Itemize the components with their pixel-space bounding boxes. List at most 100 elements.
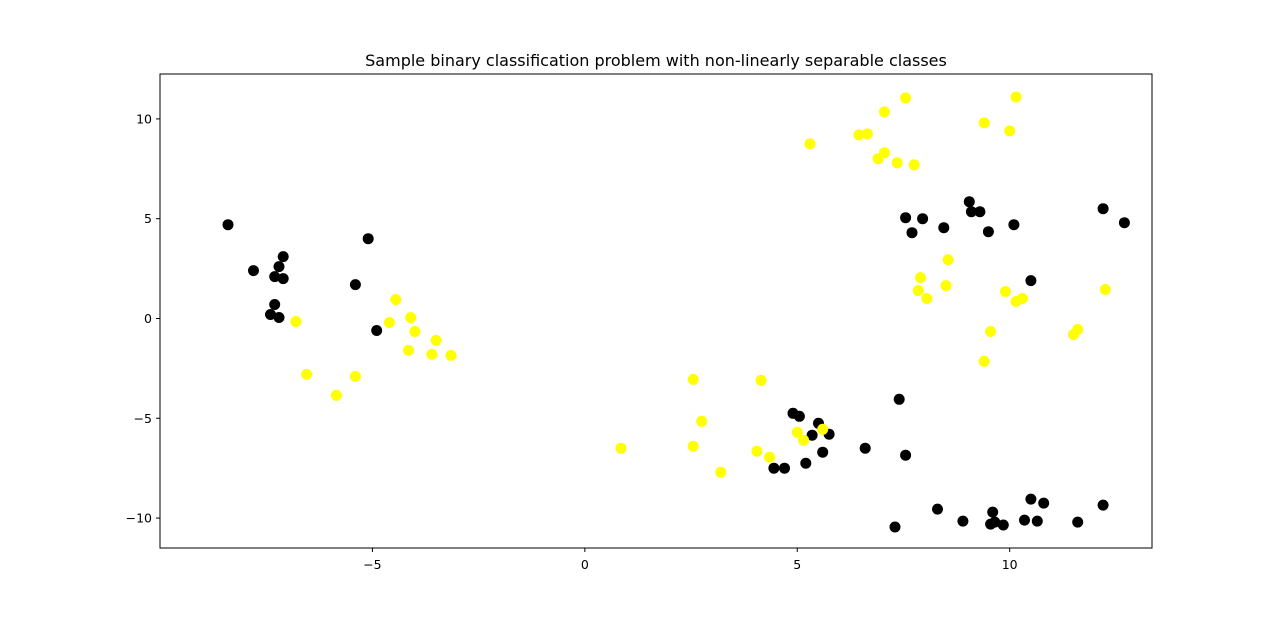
data-point: [889, 521, 901, 533]
data-point: [751, 445, 763, 457]
y-tick-label: 5: [144, 211, 152, 226]
data-point: [409, 326, 421, 337]
data-point: [687, 440, 699, 452]
x-tick-label: 0: [581, 557, 589, 572]
x-tick-label: −5: [363, 557, 381, 572]
data-point: [978, 355, 990, 367]
data-point: [942, 254, 954, 266]
data-point: [932, 503, 943, 515]
data-point: [1097, 499, 1109, 511]
data-point: [965, 206, 977, 218]
data-point: [779, 462, 790, 474]
data-point: [940, 280, 952, 292]
data-point: [403, 344, 414, 356]
data-point: [615, 442, 627, 454]
y-tick-label: −10: [126, 511, 152, 526]
data-point: [917, 213, 929, 225]
data-point: [768, 462, 780, 474]
data-point: [1008, 219, 1020, 231]
data-point: [1099, 284, 1111, 295]
data-point: [978, 117, 990, 129]
data-point: [891, 157, 903, 169]
data-point: [390, 294, 402, 305]
data-point: [804, 138, 816, 150]
data-point: [915, 272, 926, 284]
data-point: [696, 415, 708, 427]
data-point: [265, 309, 276, 320]
data-point: [362, 233, 374, 245]
data-point: [445, 349, 457, 361]
data-point: [989, 516, 1001, 528]
data-point: [277, 273, 289, 285]
data-point: [963, 196, 975, 208]
data-point: [222, 219, 234, 231]
data-point: [938, 222, 950, 234]
y-tick-label: 0: [144, 311, 152, 326]
data-point: [999, 286, 1011, 297]
data-point: [985, 326, 997, 337]
data-point: [793, 410, 805, 422]
data-point: [1010, 91, 1022, 103]
y-axis: −10 −5 0 5 10: [126, 111, 160, 526]
data-point: [997, 519, 1009, 531]
data-point: [1025, 275, 1037, 287]
data-point: [791, 426, 803, 438]
data-point: [1118, 217, 1130, 229]
data-point: [248, 265, 259, 277]
data-point: [1019, 514, 1030, 526]
y-tick-label: 10: [136, 111, 152, 126]
points-layer: [222, 91, 1130, 533]
data-point: [687, 373, 699, 385]
data-point: [900, 92, 912, 104]
data-point: [817, 446, 829, 458]
data-point: [982, 226, 994, 238]
data-point: [908, 159, 920, 171]
x-tick-label: 10: [1002, 557, 1018, 572]
data-point: [878, 106, 890, 118]
data-point: [900, 212, 912, 224]
data-point: [1025, 493, 1037, 505]
data-point: [764, 451, 776, 463]
plot-area-frame: [159, 73, 1153, 549]
data-point: [798, 434, 810, 446]
data-point: [921, 293, 933, 304]
data-point: [806, 429, 818, 441]
data-point: [1031, 515, 1043, 527]
data-point: [1004, 125, 1016, 137]
x-tick-label: 5: [793, 557, 801, 572]
data-point: [349, 279, 361, 291]
data-point: [853, 129, 865, 141]
data-point: [430, 334, 442, 346]
data-point: [859, 442, 871, 454]
data-point: [900, 449, 912, 461]
data-point: [301, 368, 313, 380]
data-point: [987, 506, 999, 518]
data-point: [800, 457, 812, 469]
data-point: [405, 312, 417, 323]
data-point: [1072, 516, 1084, 528]
data-point: [371, 325, 383, 336]
data-point: [290, 316, 302, 327]
data-point: [906, 227, 918, 239]
x-axis: −5 0 5 10: [363, 548, 1018, 572]
chart-title: Sample binary classification problem wit…: [365, 51, 947, 70]
data-point: [878, 147, 890, 159]
data-point: [1072, 324, 1084, 335]
data-point: [912, 285, 924, 296]
data-point: [269, 299, 281, 310]
data-point: [273, 261, 285, 273]
data-point: [269, 271, 281, 283]
data-point: [1016, 293, 1028, 304]
data-point: [755, 374, 767, 386]
data-point: [383, 317, 395, 328]
data-point: [893, 393, 905, 405]
data-point: [957, 515, 969, 527]
data-point: [974, 206, 986, 218]
data-point: [426, 348, 438, 360]
data-point: [861, 128, 873, 140]
y-tick-label: −5: [134, 411, 152, 426]
data-point: [349, 370, 361, 382]
data-point: [715, 466, 727, 478]
data-point: [330, 389, 342, 401]
